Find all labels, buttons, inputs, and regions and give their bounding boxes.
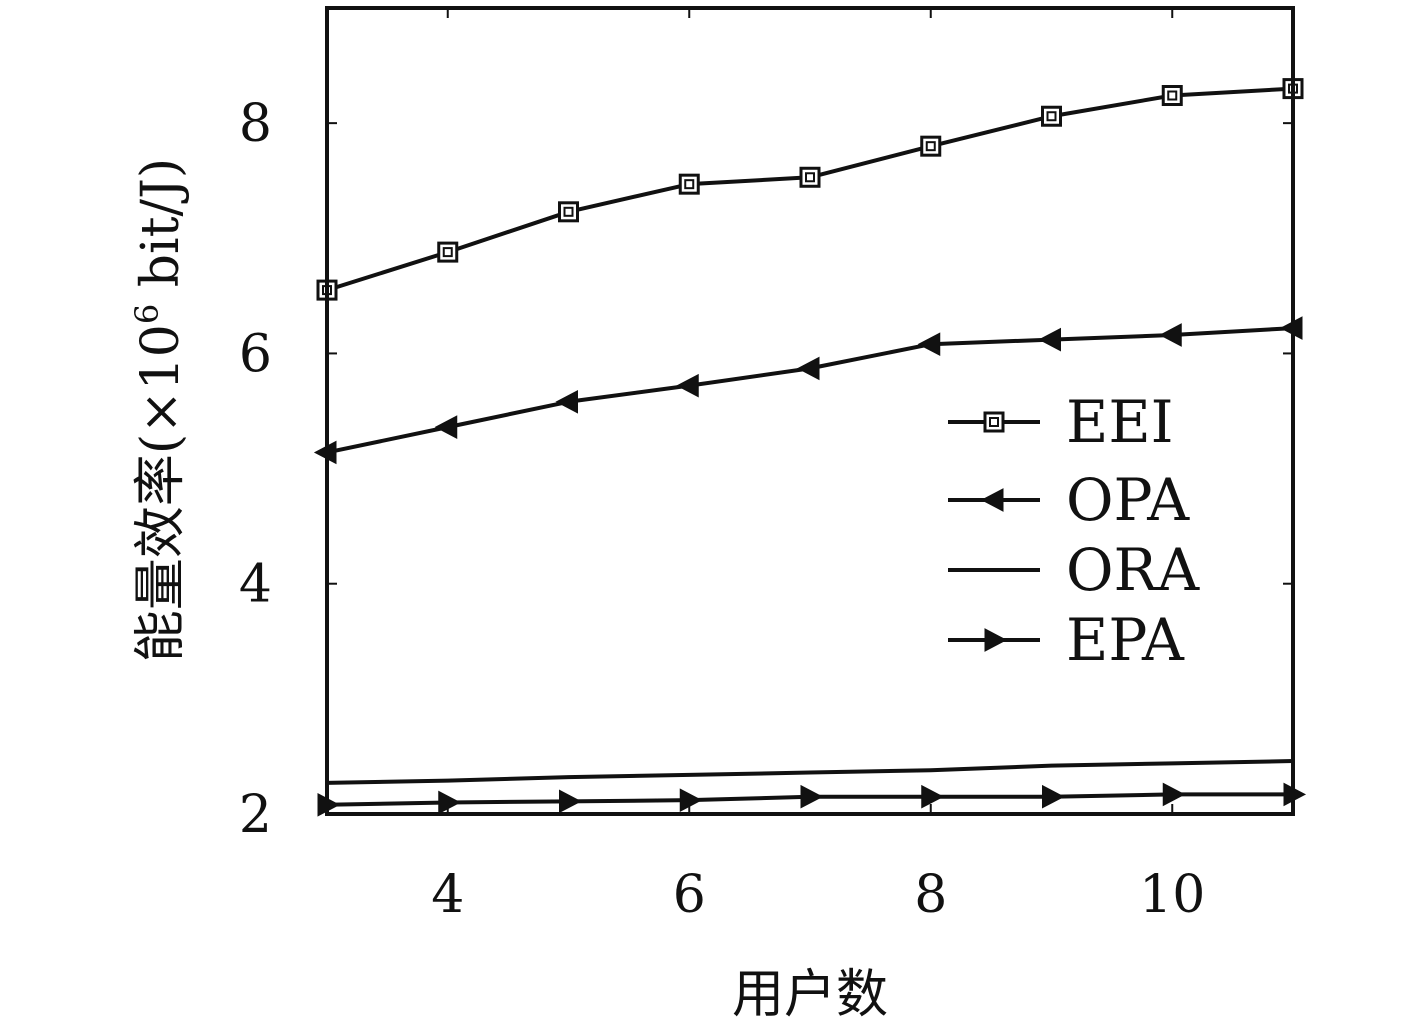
y-tick-label: 4 (239, 555, 272, 615)
x-tick-labels: 4 6 8 10 (431, 865, 1205, 925)
data-point-epa (438, 790, 461, 815)
data-point-epa (1042, 784, 1065, 809)
y-axis-title-main: 能量效率(×10 (131, 324, 191, 662)
data-point-opa (555, 389, 578, 414)
legend-marker-epa (984, 628, 1008, 652)
data-point-eei (558, 201, 579, 223)
legend-item-eei: EEI (948, 388, 1174, 456)
legend-label-eei: EEI (1066, 388, 1174, 456)
data-point-eei-inner (442, 247, 453, 258)
series-epa (317, 782, 1307, 817)
legend-marker-eei (983, 411, 1005, 433)
data-point-eei (437, 241, 459, 263)
series-line-eei (326, 86, 1294, 293)
data-point-opa (434, 415, 458, 439)
data-point-eei (678, 173, 700, 195)
y-axis-title: 能量效率(×106 bit/J) (128, 158, 191, 662)
data-point-epa (921, 784, 944, 809)
series-line-ora (326, 759, 1294, 785)
data-point-eei-inner (925, 141, 936, 152)
data-point-eei (1161, 85, 1183, 107)
series-opa (313, 316, 1303, 465)
plot-area (313, 8, 1307, 817)
data-point-epa (559, 789, 582, 814)
legend-item-epa: EPA (948, 606, 1185, 674)
plot-frame (325, 6, 1295, 816)
y-tick-label: 8 (239, 94, 272, 154)
x-tick-label: 8 (914, 865, 947, 925)
data-point-epa (800, 784, 824, 809)
data-point-eei (1041, 105, 1062, 127)
y-tick-label: 2 (239, 785, 272, 845)
data-point-opa (676, 373, 699, 398)
x-tick-label: 4 (431, 865, 464, 925)
series-eei (316, 78, 1304, 301)
y-tick-label: 6 (239, 324, 272, 384)
data-point-opa (917, 332, 941, 357)
data-point-epa (1162, 782, 1186, 807)
data-point-opa (1159, 323, 1182, 347)
y-axis-title-tail: bit/J) (131, 158, 191, 304)
data-point-opa (796, 356, 820, 381)
series-ora (326, 759, 1294, 785)
x-axis-title: 用户数 (732, 965, 888, 1025)
legend-label-opa: OPA (1066, 466, 1190, 534)
legend-marker-eei-inner (989, 417, 999, 427)
data-point-eei-inner (1046, 111, 1057, 122)
legend-item-opa: OPA (948, 466, 1190, 534)
legend-label-ora: ORA (1066, 536, 1200, 604)
legend-item-ora: ORA (948, 536, 1200, 604)
data-point-eei (920, 135, 942, 157)
x-tick-label: 6 (673, 865, 706, 925)
data-point-eei-inner (684, 179, 695, 190)
legend-label-epa: EPA (1066, 606, 1185, 674)
legend-marker-opa (980, 488, 1004, 512)
x-tick-label: 10 (1139, 865, 1205, 925)
y-axis-title-exponent: 6 (128, 304, 166, 324)
y-tick-labels: 2 4 6 8 (239, 94, 272, 845)
data-point-epa (679, 788, 703, 813)
data-point-eei (799, 166, 821, 188)
data-point-eei-inner (805, 172, 815, 183)
data-point-eei-inner (563, 206, 574, 217)
data-point-eei-inner (1167, 90, 1178, 101)
data-point-opa (1038, 327, 1061, 352)
